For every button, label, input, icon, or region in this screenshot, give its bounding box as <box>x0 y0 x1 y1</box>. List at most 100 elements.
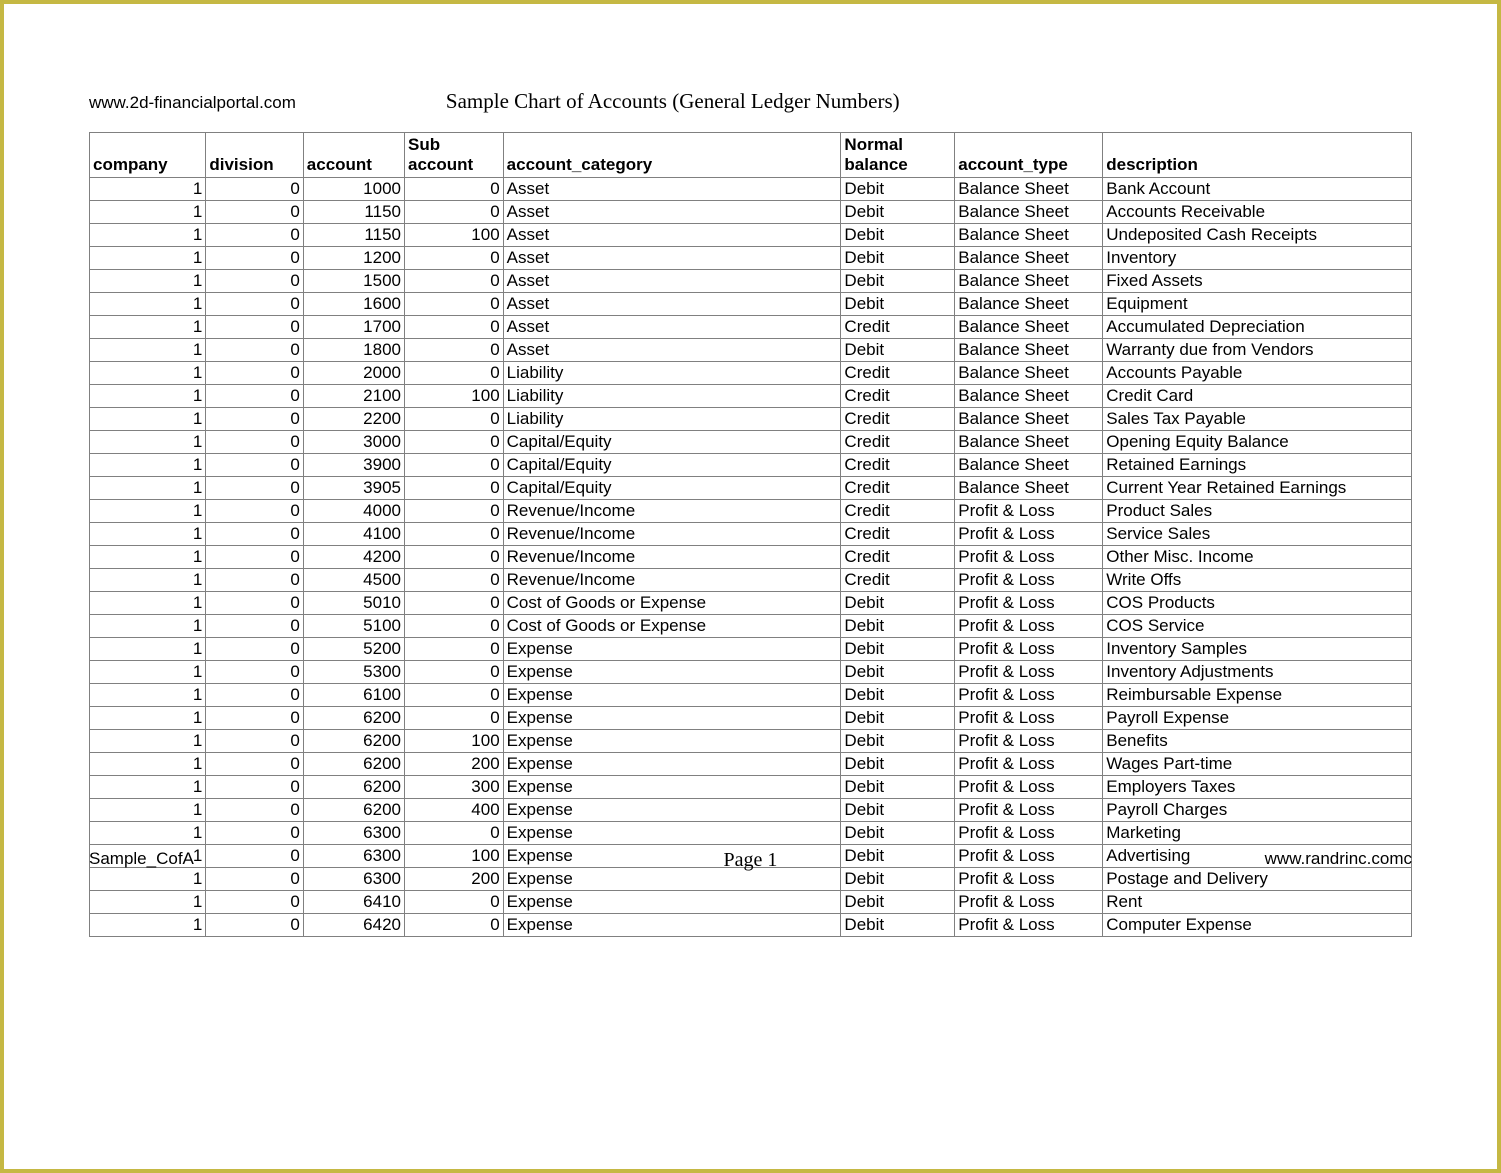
cell-normal_balance: Credit <box>841 569 955 592</box>
cell-account: 6420 <box>303 914 404 937</box>
cell-division: 0 <box>206 339 303 362</box>
cell-company: 1 <box>90 730 206 753</box>
cell-account: 6410 <box>303 891 404 914</box>
cell-sub_account: 0 <box>404 592 503 615</box>
table-row: 1063000ExpenseDebitProfit & LossMarketin… <box>90 822 1412 845</box>
cell-description: Accounts Receivable <box>1103 201 1412 224</box>
cell-normal_balance: Debit <box>841 270 955 293</box>
cell-account: 6200 <box>303 707 404 730</box>
cell-normal_balance: Credit <box>841 454 955 477</box>
table-row: 1064200ExpenseDebitProfit & LossComputer… <box>90 914 1412 937</box>
cell-division: 0 <box>206 523 303 546</box>
cell-account: 1700 <box>303 316 404 339</box>
cell-description: Marketing <box>1103 822 1412 845</box>
cell-company: 1 <box>90 638 206 661</box>
cell-description: Write Offs <box>1103 569 1412 592</box>
cell-description: Accumulated Depreciation <box>1103 316 1412 339</box>
cell-account_category: Expense <box>503 799 841 822</box>
cell-description: Product Sales <box>1103 500 1412 523</box>
cell-company: 1 <box>90 523 206 546</box>
cell-normal_balance: Debit <box>841 891 955 914</box>
cell-description: Service Sales <box>1103 523 1412 546</box>
site-url: www.2d-financialportal.com <box>89 93 296 113</box>
cell-company: 1 <box>90 408 206 431</box>
header-row: companydivisionaccountSubaccountaccount_… <box>90 133 1412 178</box>
cell-company: 1 <box>90 339 206 362</box>
cell-division: 0 <box>206 684 303 707</box>
table-row: 1030000Capital/EquityCreditBalance Sheet… <box>90 431 1412 454</box>
table-row: 1039000Capital/EquityCreditBalance Sheet… <box>90 454 1412 477</box>
cell-sub_account: 0 <box>404 707 503 730</box>
cell-description: Computer Expense <box>1103 914 1412 937</box>
cell-account_type: Profit & Loss <box>955 822 1103 845</box>
cell-account_category: Liability <box>503 362 841 385</box>
cell-company: 1 <box>90 500 206 523</box>
cell-description: Benefits <box>1103 730 1412 753</box>
cell-normal_balance: Debit <box>841 247 955 270</box>
cell-account_category: Revenue/Income <box>503 546 841 569</box>
cell-company: 1 <box>90 592 206 615</box>
cell-description: Retained Earnings <box>1103 454 1412 477</box>
table-row: 1040000Revenue/IncomeCreditProfit & Loss… <box>90 500 1412 523</box>
cell-company: 1 <box>90 684 206 707</box>
cell-account_type: Balance Sheet <box>955 431 1103 454</box>
cell-account: 4200 <box>303 546 404 569</box>
cell-account_category: Revenue/Income <box>503 569 841 592</box>
cell-account: 6100 <box>303 684 404 707</box>
cell-division: 0 <box>206 822 303 845</box>
cell-account_category: Expense <box>503 776 841 799</box>
cell-account_category: Expense <box>503 822 841 845</box>
cell-account: 6300 <box>303 868 404 891</box>
table-row: 1045000Revenue/IncomeCreditProfit & Loss… <box>90 569 1412 592</box>
cell-account_type: Balance Sheet <box>955 362 1103 385</box>
cell-account_type: Profit & Loss <box>955 661 1103 684</box>
column-header-normal_balance: Normalbalance <box>841 133 955 178</box>
cell-division: 0 <box>206 776 303 799</box>
cell-division: 0 <box>206 615 303 638</box>
cell-account_type: Profit & Loss <box>955 684 1103 707</box>
cell-company: 1 <box>90 753 206 776</box>
cell-account: 1000 <box>303 178 404 201</box>
cell-account_type: Profit & Loss <box>955 546 1103 569</box>
cell-division: 0 <box>206 247 303 270</box>
cell-sub_account: 0 <box>404 822 503 845</box>
column-header-account: account <box>303 133 404 178</box>
column-header-sub_account: Subaccount <box>404 133 503 178</box>
cell-account_type: Balance Sheet <box>955 270 1103 293</box>
cell-sub_account: 100 <box>404 730 503 753</box>
table-row: 1062000ExpenseDebitProfit & LossPayroll … <box>90 707 1412 730</box>
cell-sub_account: 0 <box>404 569 503 592</box>
cell-account_type: Profit & Loss <box>955 914 1103 937</box>
cell-division: 0 <box>206 385 303 408</box>
cell-account_category: Liability <box>503 408 841 431</box>
cell-account: 5010 <box>303 592 404 615</box>
cell-account: 2000 <box>303 362 404 385</box>
cell-division: 0 <box>206 638 303 661</box>
cell-account: 4000 <box>303 500 404 523</box>
cell-account: 6200 <box>303 799 404 822</box>
cell-company: 1 <box>90 661 206 684</box>
cell-company: 1 <box>90 615 206 638</box>
table-row: 1052000ExpenseDebitProfit & LossInventor… <box>90 638 1412 661</box>
cell-division: 0 <box>206 500 303 523</box>
chart-of-accounts-table: companydivisionaccountSubaccountaccount_… <box>89 132 1412 937</box>
cell-account: 1500 <box>303 270 404 293</box>
table-row: 1011500AssetDebitBalance SheetAccounts R… <box>90 201 1412 224</box>
cell-description: Inventory <box>1103 247 1412 270</box>
cell-division: 0 <box>206 569 303 592</box>
cell-sub_account: 0 <box>404 914 503 937</box>
cell-division: 0 <box>206 270 303 293</box>
cell-sub_account: 0 <box>404 339 503 362</box>
cell-company: 1 <box>90 891 206 914</box>
cell-company: 1 <box>90 914 206 937</box>
cell-account: 1150 <box>303 224 404 247</box>
table-row: 1015000AssetDebitBalance SheetFixed Asse… <box>90 270 1412 293</box>
cell-account_category: Cost of Goods or Expense <box>503 615 841 638</box>
cell-account_category: Expense <box>503 868 841 891</box>
cell-account_category: Expense <box>503 891 841 914</box>
cell-description: Inventory Samples <box>1103 638 1412 661</box>
cell-account_type: Profit & Loss <box>955 615 1103 638</box>
cell-account_category: Expense <box>503 707 841 730</box>
cell-account_type: Profit & Loss <box>955 523 1103 546</box>
footer: Sample_CofA Page 1 www.randrinc.comc <box>89 849 1412 869</box>
